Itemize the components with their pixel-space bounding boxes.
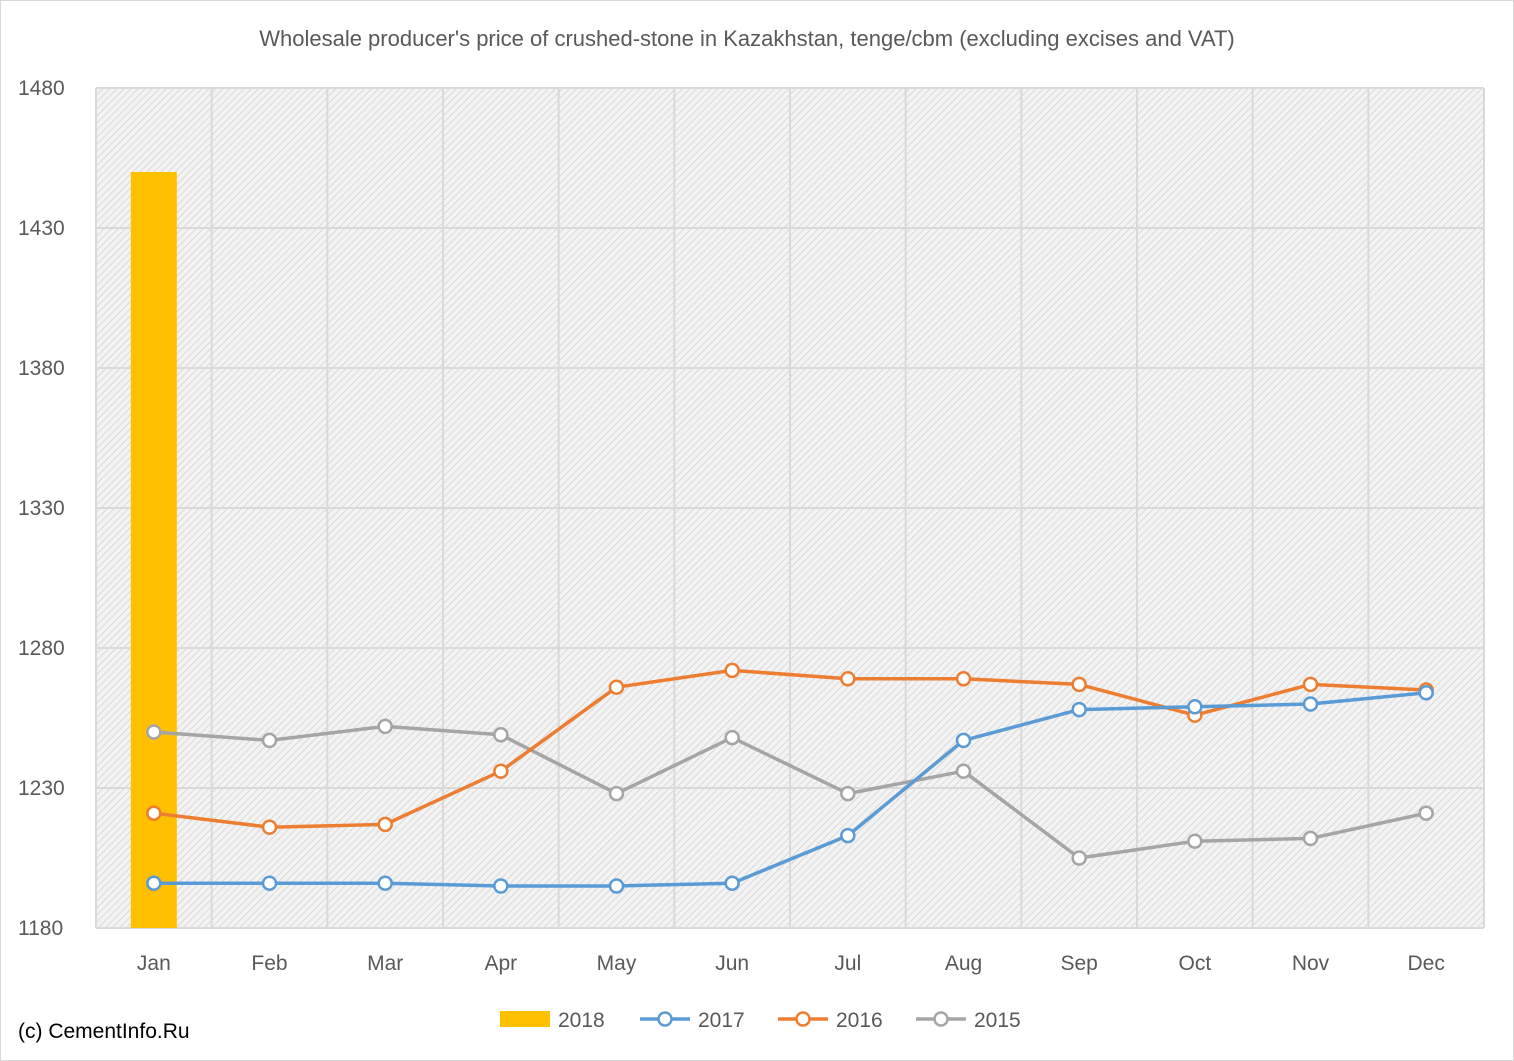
y-tick-label: 1180	[18, 917, 63, 940]
line-2017	[153, 691, 1427, 888]
legend-swatch-2018	[500, 1011, 550, 1027]
bar-2018-jan	[130, 172, 177, 928]
y-tick-label: 1430	[18, 217, 65, 240]
chart-title: Wholesale producer's price of crushed-st…	[259, 26, 1235, 51]
point-2017-jul	[840, 827, 856, 844]
point-2015-jul	[840, 785, 856, 802]
point-2016-jul	[840, 671, 856, 687]
point-2017-nov	[1302, 696, 1319, 712]
point-2015-feb	[261, 732, 278, 749]
legend-marker-2015	[933, 1011, 949, 1027]
y-tick-label: 1280	[18, 637, 65, 660]
point-2016-may	[608, 679, 625, 695]
point-2015-mar	[377, 718, 393, 735]
point-2015-jan	[146, 724, 162, 740]
y-tick-label: 1230	[18, 777, 65, 800]
line-2015	[153, 724, 1427, 860]
gridlines	[95, 87, 1485, 929]
point-2016-feb	[261, 819, 278, 835]
x-tick-label: Apr	[484, 952, 517, 975]
point-2016-sep	[1071, 676, 1087, 693]
point-2015-oct	[1187, 833, 1203, 849]
line-series	[146, 662, 1434, 894]
y-axis-ticks: 1180 1230 1280 1330 1380 1430 1480	[18, 77, 65, 940]
x-tick-label: Sep	[1060, 952, 1097, 975]
point-2017-dec	[1418, 685, 1434, 701]
point-2017-jan	[146, 875, 162, 891]
legend-marker-2016	[795, 1011, 811, 1027]
x-tick-label: Dec	[1407, 952, 1444, 975]
x-tick-label: Feb	[251, 952, 287, 975]
point-2016-jan	[146, 805, 162, 821]
point-2017-aug	[955, 732, 972, 749]
point-2016-aug	[955, 671, 972, 687]
x-tick-label: Aug	[945, 952, 982, 975]
point-2015-aug	[955, 763, 972, 779]
x-tick-label: Nov	[1292, 952, 1330, 975]
credit-text: (c) CementInfo.Ru	[18, 1020, 190, 1043]
point-2017-apr	[493, 878, 509, 894]
bar-series	[130, 172, 177, 928]
line-2016	[153, 668, 1427, 829]
x-tick-label: Jul	[834, 952, 861, 975]
point-2015-may	[608, 785, 625, 802]
x-tick-label: Jun	[715, 952, 749, 975]
x-tick-label: Mar	[367, 952, 403, 975]
legend-marker-2017	[657, 1011, 673, 1027]
point-2015-apr	[493, 727, 509, 743]
point-2015-sep	[1071, 850, 1087, 866]
point-2017-sep	[1071, 701, 1087, 718]
x-axis-ticks: Jan Feb Mar Apr May Jun Jul Aug Sep Oct Nov Dec	[137, 952, 1445, 975]
legend-label-2016: 2016	[836, 1009, 883, 1032]
point-2017-oct	[1187, 699, 1203, 715]
point-2017-mar	[377, 875, 393, 891]
x-tick-label: Oct	[1178, 952, 1211, 975]
legend-label-2018: 2018	[558, 1009, 605, 1032]
legend-label-2015: 2015	[974, 1009, 1021, 1032]
point-2017-may	[608, 878, 625, 894]
point-2016-nov	[1302, 676, 1319, 693]
legend: 2018 2017 2016 2015	[500, 1009, 1021, 1032]
point-2016-jun	[724, 662, 740, 679]
legend-label-2017: 2017	[698, 1009, 745, 1032]
point-2015-jun	[724, 729, 740, 746]
point-2017-feb	[261, 875, 278, 891]
point-2016-apr	[493, 763, 509, 779]
x-tick-label: May	[597, 952, 637, 975]
y-tick-label: 1480	[18, 77, 65, 100]
point-2015-nov	[1302, 830, 1319, 847]
point-2016-mar	[377, 816, 393, 833]
x-tick-label: Jan	[137, 952, 171, 975]
y-tick-label: 1330	[18, 497, 65, 520]
y-tick-label: 1380	[18, 357, 65, 380]
point-2015-dec	[1418, 805, 1434, 821]
point-2017-jun	[724, 875, 740, 891]
